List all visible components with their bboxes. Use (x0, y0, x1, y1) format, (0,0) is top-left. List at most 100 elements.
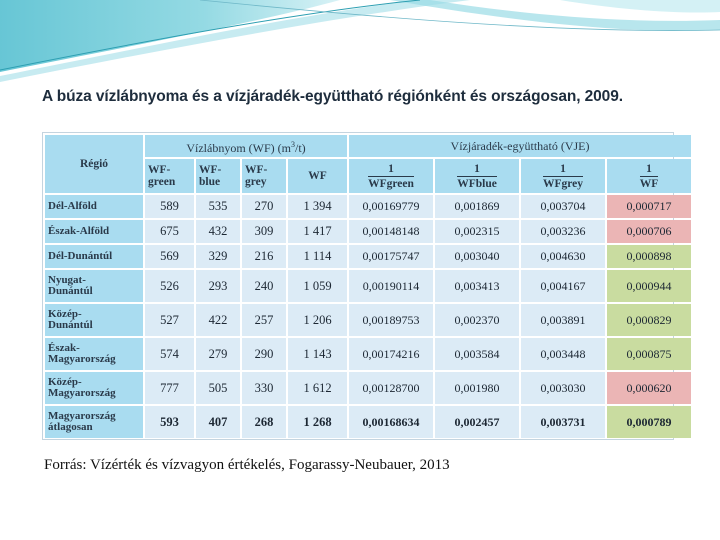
wf-green-cell: 527 (145, 304, 194, 336)
decorative-wave-header (0, 0, 720, 82)
table-row: Dél-Dunántúl 569 329 216 1 114 0,00175747 0,00… (45, 245, 692, 268)
wf-grey-cell: 290 (242, 338, 286, 370)
wf-blue-cell: 432 (196, 220, 240, 243)
region-cell: Észak-Alföld (45, 220, 143, 243)
vje-blue-denominator: WFblue (457, 177, 497, 190)
region-cell: Dél-Dunántúl (45, 245, 143, 268)
vje-blue-cell: 0,002370 (435, 304, 520, 336)
wf-total-cell: 1 268 (288, 406, 348, 438)
vje-blue-numerator: 1 (457, 163, 497, 177)
vje-wf-denominator: WF (639, 177, 659, 190)
wf-grey-header: WF-grey (242, 159, 286, 193)
wf-total-cell: 1 612 (288, 372, 348, 404)
wf-grey-cell: 216 (242, 245, 286, 268)
region-cell: Dél-Alföld (45, 195, 143, 218)
table-row: Nyugat- Dunántúl 526 293 240 1 059 0,00190114 0… (45, 270, 692, 302)
region-cell: Közép- Dunántúl (45, 304, 143, 336)
vje-blue-cell: 0,002315 (435, 220, 520, 243)
data-table-container: Régió Vízlábnyom (WF) (m3/t) Vízjáradék-… (42, 132, 692, 440)
wf-group-suffix: /t) (295, 140, 306, 155)
wf-green-header-l2: green (148, 176, 176, 188)
vje-wf-numerator: 1 (639, 163, 659, 177)
region-name-line2: Magyarország (48, 353, 116, 365)
region-name-line2: Dunántúl (48, 285, 93, 297)
vje-wf-header: 1 WF (607, 159, 692, 193)
wf-green-cell: 589 (145, 195, 194, 218)
wf-blue-cell: 407 (196, 406, 240, 438)
wf-green-cell: 777 (145, 372, 194, 404)
wf-grey-cell: 240 (242, 270, 286, 302)
region-cell: Nyugat- Dunántúl (45, 270, 143, 302)
vje-green-cell: 0,00148148 (349, 220, 434, 243)
region-name-line1: Közép- (48, 375, 82, 388)
vje-grey-cell: 0,003030 (521, 372, 606, 404)
vje-green-numerator: 1 (368, 163, 414, 177)
vje-grey-denominator: WFgrey (543, 177, 584, 190)
vje-wf-cell: 0,000789 (607, 406, 692, 438)
table-row: Észak-Alföld 675 432 309 1 417 0,00148148 0,00… (45, 220, 692, 243)
vje-wf-cell: 0,000829 (607, 304, 692, 336)
vje-wf-cell: 0,000706 (607, 220, 692, 243)
slide-title: A búza vízlábnyoma és a vízjáradék-együt… (42, 88, 623, 105)
region-name-line1: Dél-Alföld (48, 199, 97, 212)
wf-green-cell: 675 (145, 220, 194, 243)
wf-blue-cell: 422 (196, 304, 240, 336)
vje-wf-cell: 0,000944 (607, 270, 692, 302)
region-name-line2: Dunántúl (48, 319, 93, 331)
table-row: Közép- Magyarország 777 505 330 1 612 0,001287… (45, 372, 692, 404)
table-row: Észak- Magyarország 574 279 290 1 143 0,001742… (45, 338, 692, 370)
region-name-line2: átlagosan (48, 421, 93, 433)
vje-grey-header: 1 WFgrey (521, 159, 606, 193)
vje-blue-cell: 0,003584 (435, 338, 520, 370)
vje-green-cell: 0,00175747 (349, 245, 434, 268)
vje-grey-cell: 0,004167 (521, 270, 606, 302)
vje-wf-cell: 0,000898 (607, 245, 692, 268)
wf-green-cell: 526 (145, 270, 194, 302)
region-name-line2: Magyarország (48, 387, 116, 399)
region-name-line1: Magyarország (48, 409, 116, 422)
wf-blue-header-l2: blue (199, 176, 221, 188)
region-cell: Magyarország átlagosan (45, 406, 143, 438)
vje-blue-cell: 0,003413 (435, 270, 520, 302)
wf-blue-cell: 535 (196, 195, 240, 218)
vje-blue-header: 1 WFblue (435, 159, 520, 193)
vje-green-cell: 0,00174216 (349, 338, 434, 370)
vje-grey-cell: 0,003731 (521, 406, 606, 438)
table-row: Dél-Alföld 589 535 270 1 394 0,00169779 0,0018… (45, 195, 692, 218)
wf-grey-cell: 268 (242, 406, 286, 438)
wf-total-cell: 1 417 (288, 220, 348, 243)
wf-blue-header: WF-blue (196, 159, 240, 193)
region-name-line1: Közép- (48, 307, 82, 320)
wf-green-cell: 574 (145, 338, 194, 370)
vje-blue-cell: 0,003040 (435, 245, 520, 268)
region-column-header: Régió (45, 135, 143, 193)
vje-green-cell: 0,00190114 (349, 270, 434, 302)
vje-wf-cell: 0,000875 (607, 338, 692, 370)
vje-grey-cell: 0,003704 (521, 195, 606, 218)
region-name-line1: Nyugat- (48, 273, 86, 286)
region-cell: Észak- Magyarország (45, 338, 143, 370)
wf-blue-cell: 329 (196, 245, 240, 268)
wf-total-cell: 1 143 (288, 338, 348, 370)
wf-grey-cell: 330 (242, 372, 286, 404)
region-name-line1: Észak- (48, 341, 80, 354)
vje-grey-numerator: 1 (543, 163, 584, 177)
wf-green-cell: 593 (145, 406, 194, 438)
vje-blue-cell: 0,001869 (435, 195, 520, 218)
region-name-line1: Észak-Alföld (48, 224, 110, 237)
wf-green-cell: 569 (145, 245, 194, 268)
water-footprint-group-header: Vízlábnyom (WF) (m3/t) (145, 135, 348, 157)
wf-group-sup: 3 (291, 139, 295, 149)
water-footprint-table: Régió Vízlábnyom (WF) (m3/t) Vízjáradék-… (43, 133, 693, 440)
wf-green-header-l1: WF- (148, 164, 171, 176)
vje-blue-cell: 0,001980 (435, 372, 520, 404)
region-name-line1: Dél-Dunántúl (48, 249, 113, 262)
vje-grey-cell: 0,004630 (521, 245, 606, 268)
vje-green-cell: 0,00128700 (349, 372, 434, 404)
vje-grey-cell: 0,003891 (521, 304, 606, 336)
wf-grey-header-l1: WF- (245, 164, 268, 176)
wf-blue-cell: 293 (196, 270, 240, 302)
vje-group-header: Vízjáradék-együttható (VJE) (349, 135, 692, 157)
wf-green-header: WF-green (145, 159, 194, 193)
wf-blue-header-l1: WF- (199, 164, 222, 176)
